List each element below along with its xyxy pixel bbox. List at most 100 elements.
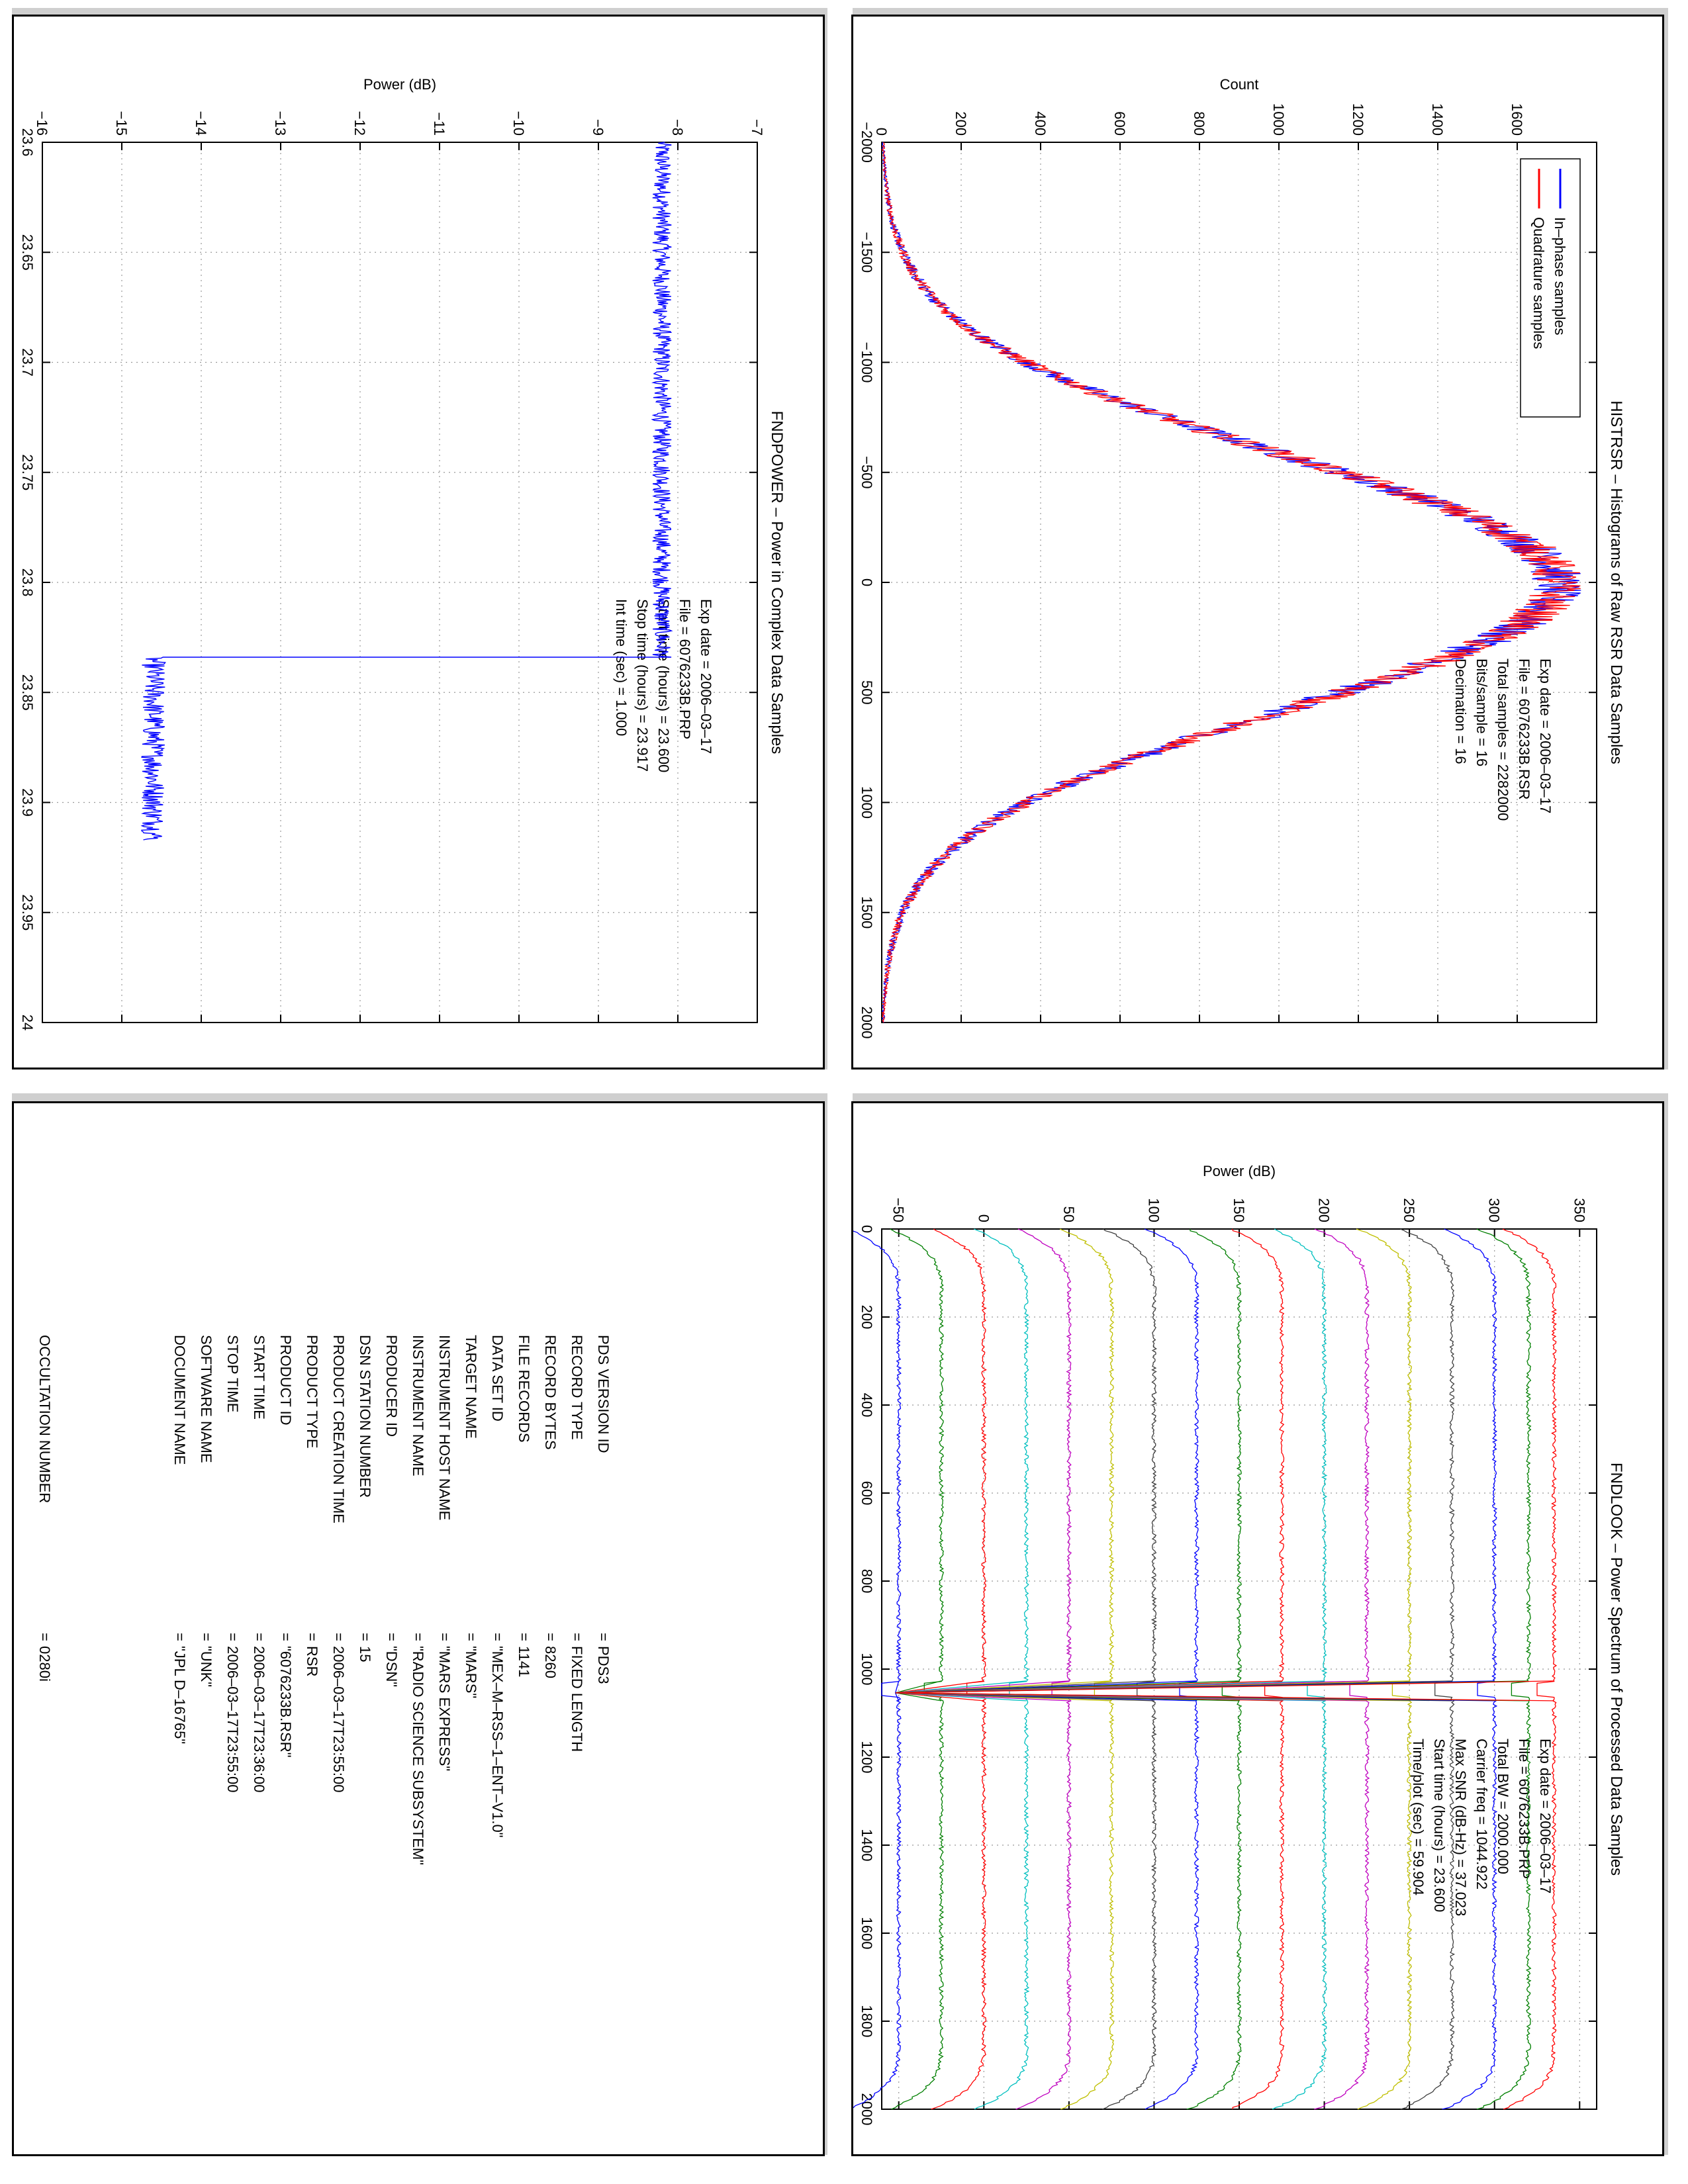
histrsr-chart: −2000 −1500 −1000 −500 0 500 1000 1500 2000 0 200 4…	[853, 76, 1625, 1038]
legend-label: In–phase samples	[1552, 217, 1568, 336]
x-tick-label: 1800	[859, 2005, 875, 2038]
label-equals: =	[304, 1633, 320, 1641]
fndlook-chart: 0 200 400 600 800 1000 1200 1400 1600 1800 2000 −50…	[853, 1163, 1625, 2126]
y-tick-label: −15	[113, 111, 130, 136]
x-tick-label: 23.75	[19, 454, 36, 490]
y-tick-label: 150	[1231, 1198, 1247, 1222]
y-tick-label: 350	[1571, 1198, 1587, 1222]
info-text: Max SNR (dB-Hz) = 37.023	[1452, 1739, 1469, 1916]
label-value: 0280i	[36, 1646, 53, 1682]
y-tick-label: −10	[510, 111, 527, 136]
label-value: "MARS"	[463, 1646, 479, 1698]
x-tick-label: 500	[859, 680, 875, 705]
label-value: "6076233B.RSR"	[277, 1646, 294, 1758]
x-tick-label: 23.7	[19, 348, 36, 377]
spectrum-series-line	[1314, 1228, 1370, 2110]
label-key: DOCUMENT NAME	[171, 1335, 188, 1465]
info-text: Int time (sec) = 1.000	[613, 599, 630, 736]
x-tick-label: 1500	[859, 896, 875, 929]
label-equals: =	[410, 1633, 426, 1641]
label-value: "MARS EXPRESS"	[436, 1646, 453, 1771]
x-tick-label: 23.6	[19, 128, 36, 157]
spectrum-series-line	[1186, 1228, 1243, 2110]
label-key: SOFTWARE NAME	[198, 1335, 214, 1463]
y-tick-label: −11	[431, 112, 447, 136]
x-axis-label: Time (Hours)	[14, 540, 15, 625]
y-tick-label: 1200	[1350, 103, 1366, 136]
y-tick-label: 250	[1401, 1198, 1417, 1222]
spectrum-series-line	[974, 1228, 1030, 2110]
label-key: PRODUCT CREATION TIME	[330, 1335, 347, 1524]
x-tick-label: −500	[859, 456, 875, 489]
y-tick-label: −14	[193, 111, 209, 136]
label-equals: =	[436, 1633, 453, 1641]
y-tick-label: −12	[352, 111, 368, 136]
y-tick-label: −9	[590, 119, 606, 136]
spectrum-series-line	[1356, 1228, 1413, 2110]
x-tick-label: 2000	[859, 2093, 875, 2126]
y-axis-label: Power (dB)	[363, 76, 436, 93]
label-key: PDS VERSION ID	[595, 1335, 612, 1453]
carrier-spike	[895, 1680, 1554, 1702]
x-tick-label: −1500	[859, 232, 875, 273]
info-text: Exp date = 2006–03–17	[1537, 1739, 1554, 1893]
spectrum-series-line	[1502, 1228, 1558, 2110]
chart-title: FNDPOWER – Power in Complex Data Samples	[768, 411, 786, 754]
chart-title: FNDLOOK – Power Spectrum of Processed Da…	[1607, 1463, 1625, 1876]
label-panel: PDS VERSION ID = PDS3 RECORD TYPE = FIXED LEN…	[12, 1101, 825, 2156]
legend-label: Quadrature samples	[1530, 217, 1547, 349]
label-equals: =	[171, 1633, 188, 1641]
histrsr-panel: −2000 −1500 −1000 −500 0 500 1000 1500 2000 0 200 4…	[851, 15, 1664, 1069]
y-tick-label: −16	[34, 111, 50, 136]
info-text: Time/plot (sec) = 59.904	[1410, 1739, 1427, 1895]
fndpower-panel: 23.6 23.65 23.7 23.75 23.8 23.85 23.9 23.95 24 −1…	[12, 15, 825, 1069]
info-text: Total samples = 2282000	[1495, 659, 1511, 821]
spectrum-series-line	[853, 1228, 902, 2110]
y-tick-label: 1000	[1270, 103, 1287, 136]
label-equals: =	[277, 1633, 294, 1641]
x-tick-label: 800	[859, 1569, 875, 1594]
x-tick-label: 1600	[859, 1917, 875, 1950]
info-text: Decimation = 16	[1452, 659, 1469, 764]
x-tick-label: 1400	[859, 1829, 875, 1862]
label-equals: =	[251, 1633, 267, 1641]
x-tick-label: 0	[859, 578, 875, 586]
power-series-line	[140, 142, 673, 841]
info-text: Exp date = 2006–03–17	[1537, 659, 1554, 813]
x-tick-label: 23.9	[19, 788, 36, 817]
x-tick-label: 24	[19, 1015, 36, 1030]
label-value: PDS3	[595, 1646, 612, 1684]
y-axis-label: Power (dB)	[1203, 1163, 1276, 1179]
label-key: DATA SET ID	[489, 1335, 506, 1422]
y-tick-label: 300	[1486, 1198, 1503, 1222]
pds-label-listing: PDS VERSION ID = PDS3 RECORD TYPE = FIXED LEN…	[36, 1335, 612, 1865]
label-key: OCCULTATION NUMBER	[36, 1335, 53, 1503]
label-key: PRODUCT ID	[277, 1335, 294, 1426]
spectrum-series-line	[1272, 1228, 1328, 2110]
y-tick-label: 800	[1191, 111, 1207, 136]
y-tick-label: 400	[1032, 111, 1049, 136]
label-equals: =	[595, 1633, 612, 1641]
label-key: RECORD BYTES	[542, 1335, 559, 1450]
label-value: 2006–03–17T23:55:00	[224, 1646, 241, 1792]
x-tick-label: 23.8	[19, 569, 36, 597]
y-tick-label: 200	[953, 111, 969, 136]
label-key: STOP TIME	[224, 1335, 241, 1412]
x-axis-label: Frequency (Hz)	[853, 1619, 854, 1719]
label-key: PRODUCT TYPE	[304, 1335, 320, 1449]
x-tick-label: 1000	[859, 1653, 875, 1686]
x-tick-label: 600	[859, 1481, 875, 1506]
x-tick-label: 23.65	[19, 234, 36, 271]
legend-box	[1520, 158, 1581, 418]
x-tick-label: 400	[859, 1393, 875, 1418]
x-tick-label: 1200	[859, 1741, 875, 1774]
histogram-series-line	[881, 142, 1581, 1023]
y-tick-label: 0	[975, 1214, 992, 1222]
label-key: PRODUCER ID	[383, 1335, 400, 1437]
label-value: 15	[357, 1646, 373, 1662]
fndlook-panel: 0 200 400 600 800 1000 1200 1400 1600 1800 2000 −50…	[851, 1101, 1664, 2156]
label-value: "DSN"	[383, 1646, 400, 1687]
info-text: Stop time (hours) = 23.917	[634, 599, 651, 772]
x-tick-label: 200	[859, 1305, 875, 1330]
y-tick-label: −50	[890, 1198, 907, 1222]
